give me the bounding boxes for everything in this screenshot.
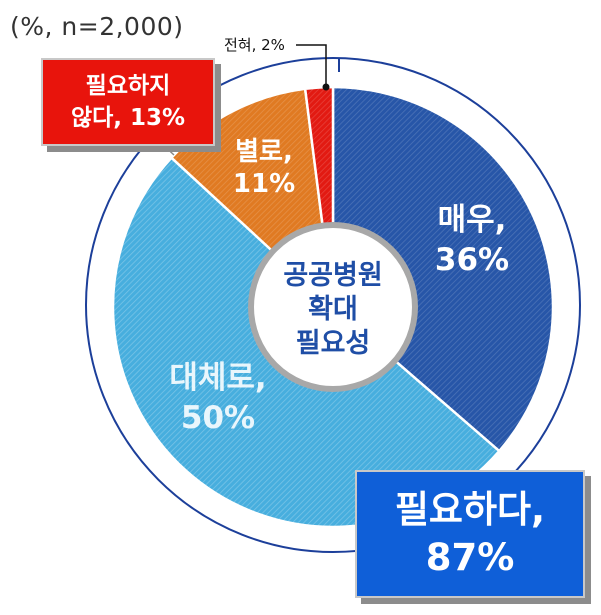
slice-daechero-hatch: [112, 157, 500, 528]
summary-negative-box: 필요하지 않다, 13%: [41, 58, 215, 146]
slice-label-maewu-value: 36%: [434, 242, 510, 278]
summary-positive-box: 필요하다, 87%: [355, 470, 585, 598]
leader-line-jeonhyeo: [296, 44, 327, 87]
slice-label-byeollo: 별로, 11%: [233, 136, 295, 200]
summary-positive-line2: 87%: [425, 536, 515, 579]
summary-negative-line1: 필요하지: [85, 73, 171, 99]
center-title-line3: 필요성: [295, 328, 371, 359]
slice-label-jeonhyeo: 전혀, 2%: [224, 36, 285, 54]
slice-label-maewu: 매우, 36%: [435, 200, 509, 280]
center-title-line2: 확대: [308, 294, 358, 325]
slice-label-byeollo-name: 별로,: [235, 137, 293, 167]
center-title: 공공병원 확대 필요성: [283, 259, 382, 361]
summary-negative-line2: 않다, 13%: [70, 105, 186, 131]
slice-label-daechero-name: 대체로,: [169, 360, 267, 396]
slice-maewu-hatch: [333, 87, 553, 452]
slice-label-daechero-value: 50%: [180, 400, 256, 436]
summary-positive-line1: 필요하다,: [394, 488, 546, 531]
outer-ring: [85, 57, 581, 553]
center-hole: [248, 222, 418, 392]
slice-label-maewu-name: 매우,: [437, 202, 507, 238]
center-title-line1: 공공병원: [283, 260, 383, 291]
sample-size-caption: (%, n=2,000): [10, 12, 184, 41]
slice-label-daechero: 대체로, 50%: [169, 358, 266, 438]
slice-label-byeollo-value: 11%: [232, 169, 296, 199]
leader-dot: [322, 83, 330, 91]
slice-jeonhyeo-hatch: [305, 87, 333, 226]
